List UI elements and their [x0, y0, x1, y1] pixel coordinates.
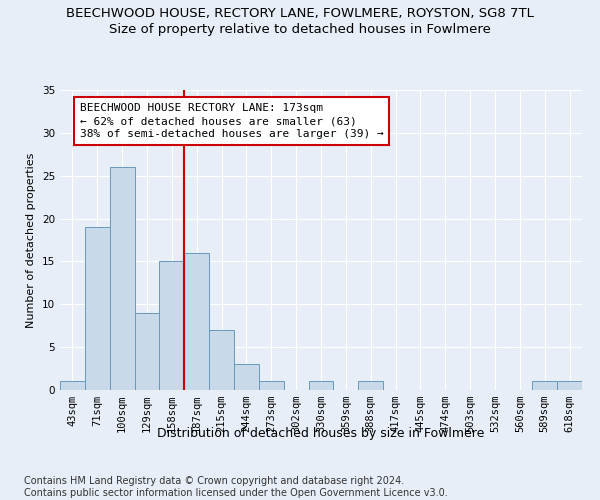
Text: BEECHWOOD HOUSE RECTORY LANE: 173sqm
← 62% of detached houses are smaller (63)
3: BEECHWOOD HOUSE RECTORY LANE: 173sqm ← 6… [80, 103, 383, 140]
Text: Distribution of detached houses by size in Fowlmere: Distribution of detached houses by size … [157, 428, 485, 440]
Bar [557, 382, 582, 390]
Bar [358, 382, 383, 390]
Bar [160, 262, 184, 390]
Bar [209, 330, 234, 390]
Bar [134, 313, 160, 390]
Text: Contains HM Land Registry data © Crown copyright and database right 2024.
Contai: Contains HM Land Registry data © Crown c… [24, 476, 448, 498]
Bar [532, 382, 557, 390]
Text: Size of property relative to detached houses in Fowlmere: Size of property relative to detached ho… [109, 22, 491, 36]
Bar [259, 382, 284, 390]
Bar [85, 227, 110, 390]
Bar [110, 167, 134, 390]
Bar [234, 364, 259, 390]
Bar [308, 382, 334, 390]
Bar [184, 253, 209, 390]
Bar [60, 382, 85, 390]
Y-axis label: Number of detached properties: Number of detached properties [26, 152, 37, 328]
Text: BEECHWOOD HOUSE, RECTORY LANE, FOWLMERE, ROYSTON, SG8 7TL: BEECHWOOD HOUSE, RECTORY LANE, FOWLMERE,… [66, 8, 534, 20]
